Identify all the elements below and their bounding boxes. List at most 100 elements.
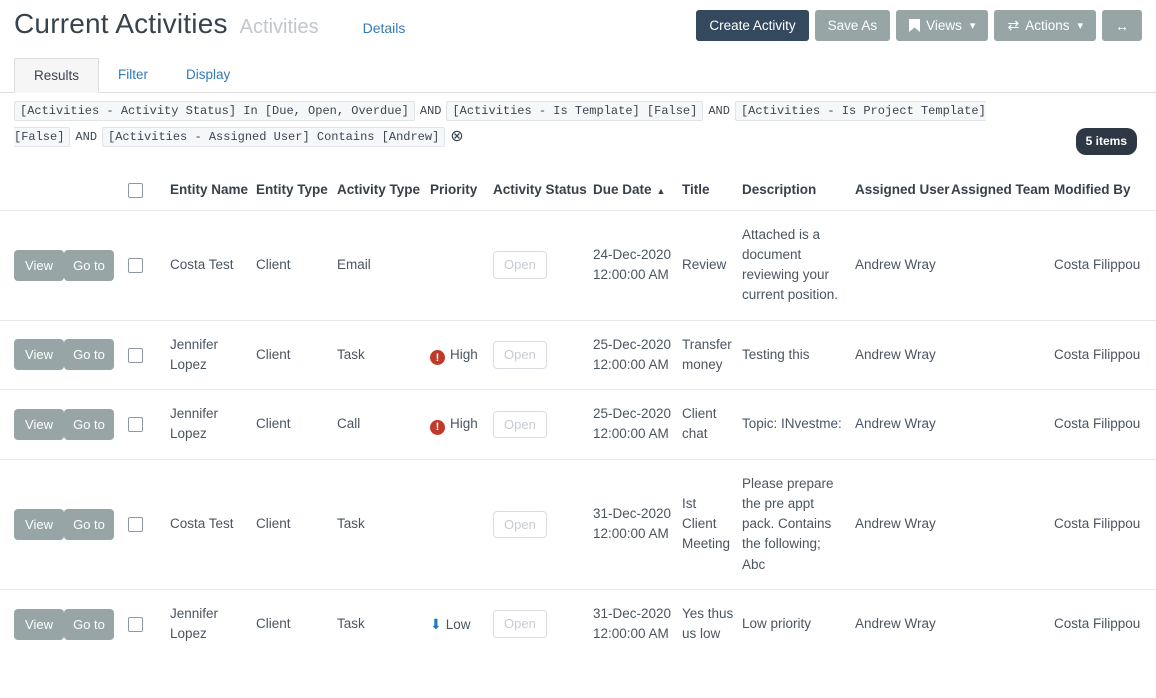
activity-status-cell: Open bbox=[493, 588, 593, 659]
due-date-cell: 31-Dec-2020 12:00:00 AM bbox=[593, 458, 682, 590]
priority-cell: ! High bbox=[430, 389, 493, 460]
goto-cell: Go to bbox=[64, 389, 128, 460]
view-cell: View bbox=[0, 319, 64, 390]
assigned-team-cell bbox=[951, 458, 1054, 590]
column-header-assigned-team[interactable]: Assigned Team bbox=[951, 171, 1054, 211]
priority-label: High bbox=[450, 416, 478, 432]
items-count-badge: 5 items bbox=[1075, 127, 1137, 155]
header-view-spacer bbox=[0, 171, 64, 211]
column-header-entity-type[interactable]: Entity Type bbox=[256, 171, 337, 211]
goto-button[interactable]: Go to bbox=[64, 339, 114, 371]
entity-type-cell: Client bbox=[256, 458, 337, 590]
column-header-priority[interactable]: Priority bbox=[430, 171, 493, 211]
column-header-title[interactable]: Title bbox=[682, 171, 742, 211]
tab-results[interactable]: Results bbox=[14, 58, 100, 93]
save-as-button[interactable]: Save As bbox=[814, 10, 891, 41]
column-header-due-date[interactable]: Due Date ▲ bbox=[593, 171, 682, 211]
column-header-entity-name[interactable]: Entity Name bbox=[170, 171, 256, 211]
status-badge: Open bbox=[493, 610, 547, 638]
page-subtitle: Activities bbox=[239, 16, 319, 38]
select-cell bbox=[128, 588, 170, 659]
row-checkbox[interactable] bbox=[128, 517, 143, 533]
column-header-assigned-user[interactable]: Assigned User bbox=[855, 171, 951, 211]
assigned-user-cell: Andrew Wray bbox=[855, 389, 951, 460]
assigned-team-cell bbox=[951, 588, 1054, 659]
horizontal-resize-icon: ↔ bbox=[1115, 17, 1129, 34]
status-badge: Open bbox=[493, 251, 547, 279]
actions-label: Actions bbox=[1025, 18, 1070, 33]
create-activity-button[interactable]: Create Activity bbox=[696, 10, 809, 41]
view-cell: View bbox=[0, 458, 64, 590]
assigned-team-cell bbox=[951, 319, 1054, 390]
goto-button[interactable]: Go to bbox=[64, 408, 114, 440]
due-date-cell: 25-Dec-2020 12:00:00 AM bbox=[593, 389, 682, 460]
column-header-description[interactable]: Description bbox=[742, 171, 855, 211]
view-button[interactable]: View bbox=[14, 608, 64, 640]
expand-width-button[interactable]: ↔ bbox=[1102, 10, 1142, 41]
view-button[interactable]: View bbox=[14, 408, 64, 440]
status-badge: Open bbox=[493, 341, 547, 369]
filter-and-separator: AND bbox=[419, 104, 442, 118]
column-header-modified-by[interactable]: Modified By bbox=[1054, 171, 1156, 211]
title-group: Current Activities Activities Details bbox=[14, 8, 405, 40]
page-title: Current Activities bbox=[14, 8, 228, 39]
tab-bar: Results Filter Display bbox=[0, 57, 1156, 93]
tab-display[interactable]: Display bbox=[186, 67, 231, 82]
views-dropdown-button[interactable]: Views ▾ bbox=[896, 10, 989, 41]
filter-and-separator: AND bbox=[708, 104, 730, 118]
priority-cell bbox=[430, 210, 493, 320]
swap-arrows-icon: ⇄ bbox=[1007, 17, 1020, 33]
entity-type-cell: Client bbox=[256, 319, 337, 390]
filter-condition: [Activities - Assigned User] Contains [A… bbox=[102, 127, 446, 148]
filter-criteria-bar: [Activities - Activity Status] In [Due, … bbox=[0, 93, 1156, 158]
activity-type-cell: Task bbox=[337, 588, 430, 659]
modified-by-cell: Costa Filippou bbox=[1054, 257, 1141, 273]
activity-status-cell: Open bbox=[493, 210, 593, 320]
priority-label: Low bbox=[445, 616, 471, 632]
goto-button[interactable]: Go to bbox=[64, 508, 114, 540]
goto-button[interactable]: Go to bbox=[64, 249, 114, 281]
entity-type-cell: Client bbox=[256, 588, 337, 659]
entity-name-cell: Costa Test bbox=[170, 257, 234, 273]
view-button[interactable]: View bbox=[14, 339, 64, 371]
details-link[interactable]: Details bbox=[362, 20, 406, 36]
activity-type-cell: Email bbox=[337, 257, 371, 273]
view-button[interactable]: View bbox=[14, 508, 64, 540]
row-checkbox[interactable] bbox=[128, 347, 143, 363]
description-cell: Testing this bbox=[742, 319, 855, 390]
modified-by-cell: Costa Filippou bbox=[1054, 458, 1156, 590]
table-row: View Go to Costa Test Client Email Open … bbox=[0, 210, 1156, 320]
row-checkbox[interactable] bbox=[128, 417, 143, 433]
goto-cell: Go to bbox=[64, 458, 128, 590]
actions-dropdown-button[interactable]: ⇄ Actions ▾ bbox=[994, 10, 1096, 41]
activity-type-cell: Task bbox=[337, 458, 430, 590]
select-all-checkbox[interactable] bbox=[128, 182, 143, 198]
column-header-activity-type[interactable]: Activity Type bbox=[337, 171, 430, 211]
view-button[interactable]: View bbox=[14, 249, 64, 281]
clear-filter-icon[interactable]: ⊗ bbox=[450, 128, 464, 146]
filter-condition: [Activities - Is Template] [False] bbox=[446, 101, 704, 121]
table-header-row: Entity Name Entity Type Activity Type Pr… bbox=[0, 171, 1156, 211]
assigned-user-cell: Andrew Wray bbox=[855, 458, 951, 590]
goto-button[interactable]: Go to bbox=[64, 608, 114, 640]
bookmark-icon bbox=[909, 19, 921, 32]
header-button-row: Create Activity Save As Views ▾ ⇄ Action… bbox=[696, 10, 1142, 41]
row-checkbox[interactable] bbox=[128, 258, 143, 274]
priority-cell: ! High bbox=[430, 319, 493, 390]
assigned-user-cell: Andrew Wray bbox=[855, 588, 951, 659]
title-cell: Client chat bbox=[682, 389, 742, 460]
chevron-down-icon: ▾ bbox=[969, 20, 976, 32]
description-cell: Please prepare the pre appt pack. Contai… bbox=[742, 458, 855, 590]
due-date-cell: 24-Dec-2020 12:00:00 AM bbox=[593, 246, 672, 283]
goto-cell: Go to bbox=[64, 588, 128, 659]
tab-filter[interactable]: Filter bbox=[118, 67, 149, 82]
title-cell: Review bbox=[682, 257, 727, 273]
select-cell bbox=[128, 319, 170, 390]
row-checkbox[interactable] bbox=[128, 617, 143, 633]
create-activity-label: Create Activity bbox=[709, 18, 796, 33]
view-cell: View bbox=[0, 588, 64, 659]
activity-status-cell: Open bbox=[493, 319, 593, 390]
save-as-label: Save As bbox=[827, 18, 878, 33]
column-header-activity-status[interactable]: Activity Status bbox=[493, 171, 593, 211]
assigned-user-cell: Andrew Wray bbox=[855, 257, 936, 273]
